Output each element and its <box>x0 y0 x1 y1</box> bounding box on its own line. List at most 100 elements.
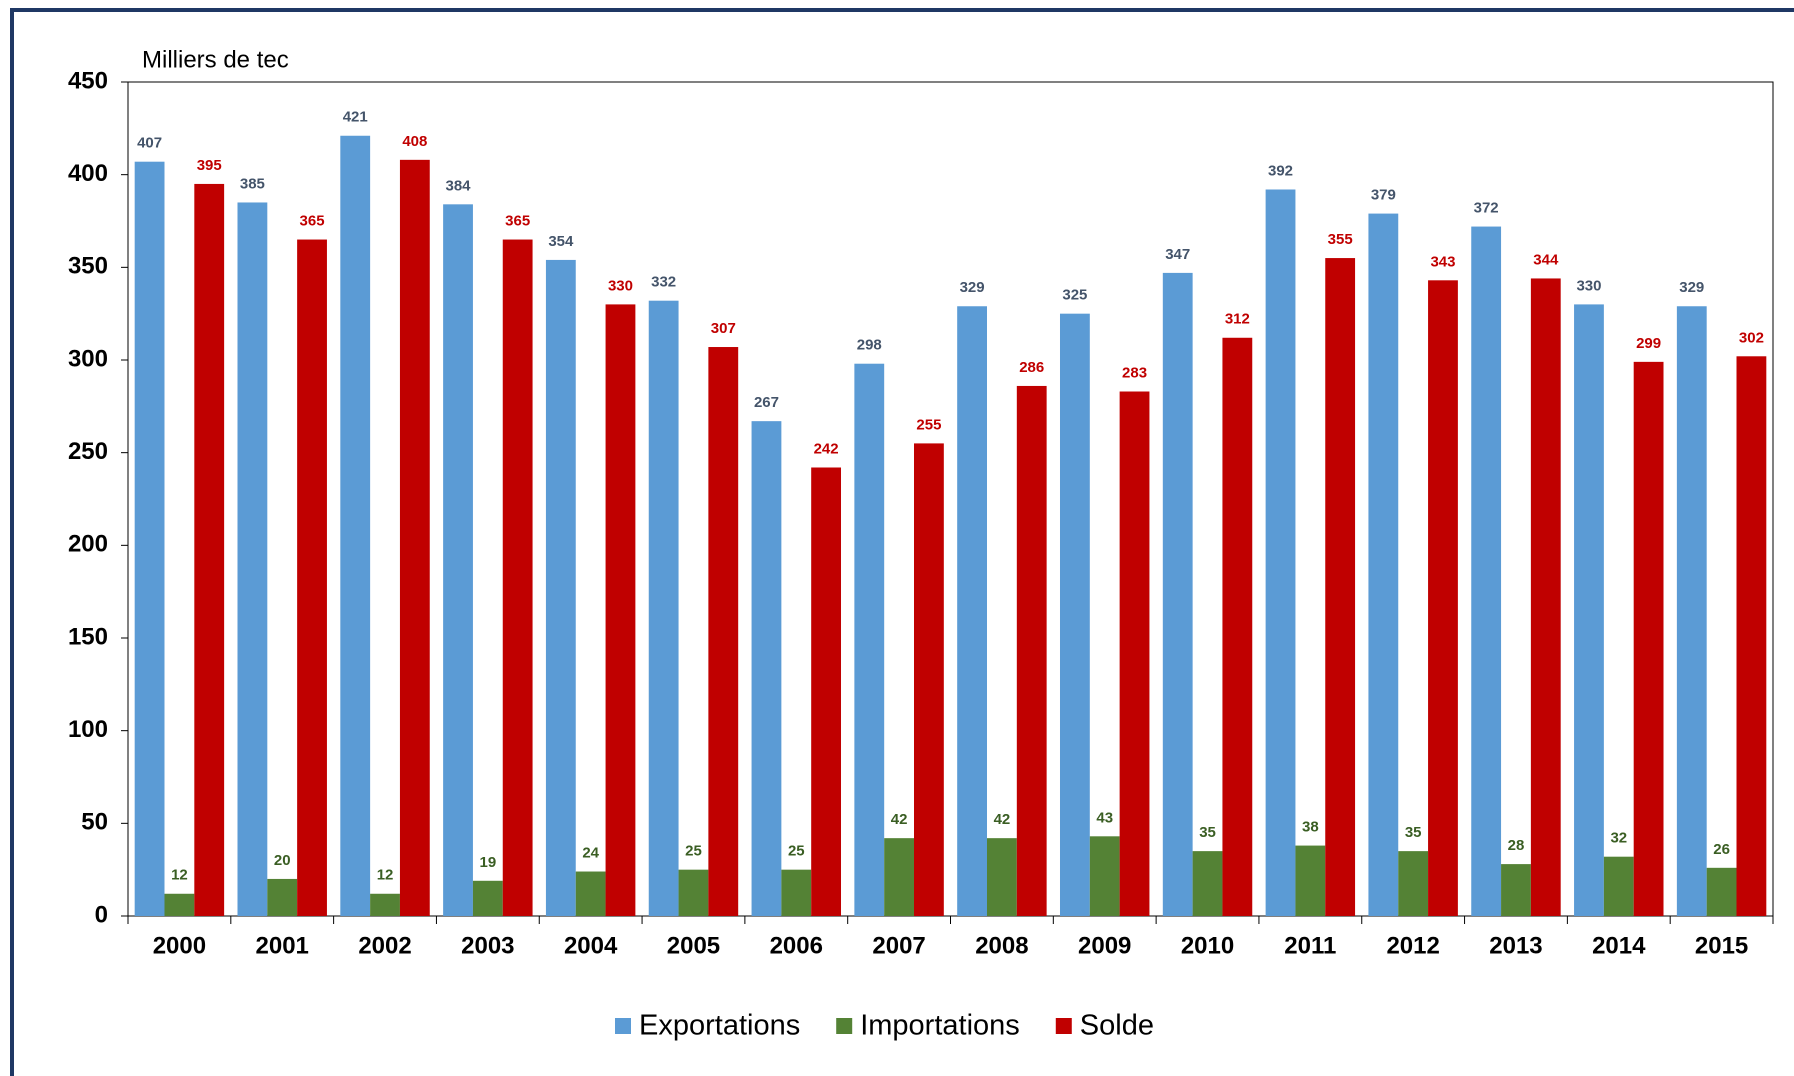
legend-label: Exportations <box>639 1010 800 1042</box>
bar <box>399 159 430 917</box>
bar <box>1325 258 1356 917</box>
data-label: 286 <box>1019 359 1044 376</box>
x-tick-label: 2015 <box>1695 932 1748 959</box>
data-label: 330 <box>1576 277 1601 294</box>
data-label: 43 <box>1096 809 1113 826</box>
bar <box>957 306 987 917</box>
data-label: 365 <box>300 213 325 230</box>
data-label: 20 <box>274 852 291 869</box>
x-tick-label: 2004 <box>564 932 618 959</box>
data-label: 255 <box>916 416 941 433</box>
y-axis-label: Milliers de tec <box>142 46 289 73</box>
data-label: 35 <box>1405 824 1422 841</box>
data-label: 298 <box>857 337 882 354</box>
bar <box>1162 272 1193 917</box>
data-label: 267 <box>754 394 779 411</box>
y-tick-label: 100 <box>68 716 108 743</box>
legend-swatch <box>836 1018 853 1034</box>
x-tick-label: 2003 <box>461 932 514 959</box>
bar <box>340 135 371 916</box>
bar <box>1574 304 1604 916</box>
bar <box>1706 867 1737 916</box>
data-label: 42 <box>891 811 908 828</box>
data-label: 307 <box>711 320 736 337</box>
legend-label: Solde <box>1080 1010 1154 1042</box>
bar <box>472 880 503 916</box>
bar <box>502 239 533 917</box>
bar <box>1676 306 1707 917</box>
data-label: 12 <box>377 867 394 884</box>
bar <box>1368 213 1399 916</box>
data-label: 365 <box>505 213 530 230</box>
bar <box>1603 856 1634 916</box>
data-label: 28 <box>1508 837 1525 854</box>
bar <box>134 161 165 916</box>
bar <box>1736 356 1767 916</box>
x-tick-label: 2013 <box>1489 932 1542 959</box>
bar <box>1016 385 1047 916</box>
legend-swatch <box>615 1018 631 1034</box>
data-label: 421 <box>343 109 368 126</box>
data-label: 42 <box>994 811 1011 828</box>
data-label: 354 <box>548 233 574 250</box>
data-label: 395 <box>197 157 222 174</box>
data-label: 343 <box>1430 253 1455 270</box>
bar <box>297 239 327 917</box>
bar <box>575 871 606 916</box>
data-label: 330 <box>608 277 633 294</box>
x-tick-label: 2005 <box>667 932 720 959</box>
data-label: 25 <box>685 843 702 860</box>
data-label: 35 <box>1199 824 1216 841</box>
y-tick-label: 300 <box>68 345 108 372</box>
bar <box>914 443 944 916</box>
data-label: 344 <box>1533 251 1559 268</box>
data-label: 299 <box>1636 335 1661 352</box>
bar <box>854 363 885 916</box>
x-tick-label: 2000 <box>153 932 206 959</box>
y-tick-label: 250 <box>68 438 108 465</box>
x-tick-label: 2002 <box>358 932 411 959</box>
bar <box>164 893 195 916</box>
bar <box>781 869 812 916</box>
legend-label: Importations <box>860 1010 1020 1042</box>
bar <box>1192 851 1223 916</box>
y-tick-label: 450 <box>68 67 108 94</box>
data-label: 24 <box>582 844 599 861</box>
bar <box>708 347 739 916</box>
data-label: 407 <box>137 135 162 152</box>
bar <box>986 838 1017 916</box>
y-tick-label: 50 <box>81 809 108 836</box>
y-tick-label: 0 <box>95 901 108 928</box>
data-label: 347 <box>1165 246 1190 263</box>
x-tick-label: 2011 <box>1284 932 1336 959</box>
data-label: 408 <box>402 133 427 150</box>
data-label: 302 <box>1739 329 1764 346</box>
data-label: 283 <box>1122 364 1147 381</box>
bar <box>1428 280 1458 917</box>
bar <box>370 893 400 916</box>
bar <box>545 259 576 916</box>
bar <box>811 467 842 916</box>
data-label: 372 <box>1474 200 1499 217</box>
y-tick-label: 150 <box>68 623 108 650</box>
data-label: 242 <box>814 440 839 457</box>
data-label: 385 <box>240 175 265 192</box>
x-tick-label: 2006 <box>770 932 823 959</box>
data-label: 329 <box>1679 279 1704 296</box>
x-tick-label: 2012 <box>1386 932 1439 959</box>
x-tick-label: 2008 <box>975 932 1028 959</box>
bar <box>1295 845 1326 916</box>
data-label: 26 <box>1713 841 1730 858</box>
bar <box>267 878 298 916</box>
bar <box>648 300 679 916</box>
bar <box>678 869 709 916</box>
bar <box>1471 226 1502 916</box>
bar <box>1222 337 1253 916</box>
data-label: 392 <box>1268 162 1293 179</box>
y-tick-label: 400 <box>68 160 108 187</box>
bar <box>1265 189 1296 916</box>
x-tick-label: 2001 <box>256 932 309 959</box>
bar <box>751 421 782 916</box>
x-tick-label: 2010 <box>1181 932 1234 959</box>
